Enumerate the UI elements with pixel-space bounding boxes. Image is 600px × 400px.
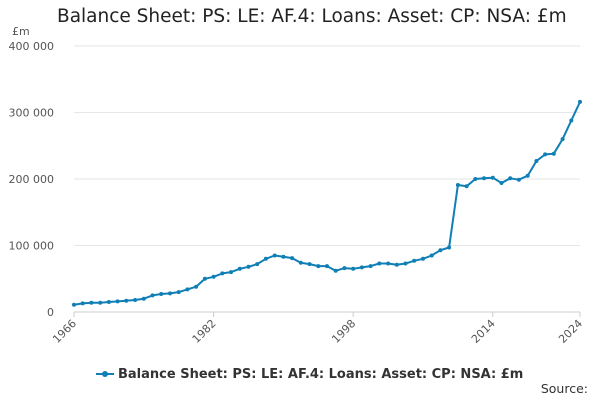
data-point[interactable] [229, 270, 233, 275]
gridlines [74, 45, 580, 246]
x-tick-label: 1998 [329, 317, 358, 346]
data-point[interactable] [394, 262, 399, 267]
data-point[interactable] [377, 261, 382, 266]
data-point[interactable] [220, 271, 225, 276]
data-point[interactable] [263, 256, 268, 261]
data-point[interactable] [255, 262, 260, 267]
data-point[interactable] [560, 137, 565, 142]
data-point[interactable] [421, 256, 425, 261]
data-point[interactable] [89, 300, 94, 305]
data-point[interactable] [455, 183, 460, 187]
source-label: Source: [540, 381, 588, 396]
x-axis: 1966 1982 1998 2014 2024 [50, 311, 585, 346]
y-axis-unit-label: £m [12, 25, 30, 38]
data-point[interactable] [368, 264, 373, 269]
data-point[interactable] [115, 299, 120, 304]
data-point[interactable] [412, 258, 417, 263]
data-point[interactable] [246, 264, 251, 269]
legend-series-label: Balance Sheet: PS: LE: AF.4: Loans: Asse… [118, 366, 524, 382]
data-point[interactable] [80, 301, 85, 306]
x-tick-label: 1966 [50, 317, 79, 346]
data-point[interactable] [578, 99, 582, 104]
data-point[interactable] [307, 262, 312, 267]
data-point[interactable] [133, 298, 138, 302]
legend[interactable]: Balance Sheet: PS: LE: AF.4: Loans: Asse… [96, 365, 523, 383]
data-point[interactable] [429, 253, 434, 258]
data-point[interactable] [447, 245, 452, 250]
data-point[interactable] [272, 253, 277, 258]
data-point[interactable] [342, 266, 347, 271]
data-point[interactable] [237, 266, 242, 271]
data-point[interactable] [438, 248, 443, 253]
data-point[interactable] [106, 300, 111, 304]
data-point[interactable] [185, 287, 190, 292]
data-point[interactable] [543, 152, 548, 157]
data-point[interactable] [499, 181, 504, 185]
data-point[interactable] [98, 300, 103, 305]
chart-title: Balance Sheet: PS: LE: AF.4: Loans: Asse… [57, 6, 567, 27]
data-point[interactable] [325, 264, 329, 269]
data-point[interactable] [150, 293, 155, 298]
y-tick-label: 100 000 [9, 240, 55, 253]
x-tick-label: 2014 [469, 317, 498, 346]
data-point[interactable] [124, 298, 129, 303]
series-line-group [72, 99, 582, 307]
data-point[interactable] [72, 302, 76, 307]
data-point[interactable] [281, 254, 286, 259]
data-point[interactable] [386, 261, 391, 266]
data-point[interactable] [290, 256, 295, 261]
data-point[interactable] [534, 159, 539, 163]
x-tick-label: 1982 [190, 317, 219, 346]
x-tick-label: 2024 [556, 317, 585, 346]
data-point[interactable] [194, 284, 199, 289]
data-point[interactable] [202, 276, 207, 281]
data-point[interactable] [464, 184, 469, 189]
data-point[interactable] [490, 175, 495, 180]
data-point[interactable] [359, 265, 364, 270]
y-tick-label: 200 000 [9, 173, 55, 186]
data-point[interactable] [482, 176, 486, 181]
legend-series-marker [96, 369, 114, 379]
y-axis-ticks: 0 100 000 200 000 300 000 400 000 [9, 40, 55, 319]
data-point[interactable] [333, 268, 338, 273]
y-tick-label: 0 [47, 306, 54, 319]
data-point[interactable] [159, 292, 164, 296]
data-point[interactable] [525, 173, 530, 178]
data-point[interactable] [551, 151, 556, 156]
data-point[interactable] [298, 260, 303, 265]
data-point[interactable] [508, 176, 513, 181]
data-point[interactable] [141, 296, 146, 301]
data-point[interactable] [569, 118, 574, 123]
data-point[interactable] [168, 291, 172, 296]
data-point[interactable] [211, 274, 216, 279]
data-point[interactable] [351, 266, 356, 271]
data-point[interactable] [473, 177, 478, 181]
y-tick-label: 400 000 [9, 40, 55, 53]
data-point[interactable] [176, 290, 181, 295]
data-point[interactable] [516, 177, 521, 182]
data-point[interactable] [316, 264, 321, 269]
series-line [73, 101, 581, 306]
y-tick-label: 300 000 [9, 107, 55, 120]
data-point[interactable] [403, 261, 408, 266]
